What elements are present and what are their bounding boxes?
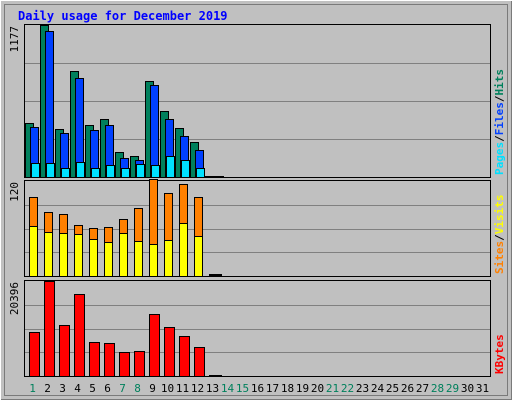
panel-kbytes: 20396 KBytes <box>8 280 506 377</box>
x-tick-label-day-25: 25 <box>386 382 399 395</box>
bar-kbytes-day-7 <box>119 352 130 377</box>
legend-files: Files <box>493 102 506 135</box>
bar-pages-day-13 <box>211 176 224 178</box>
bar-kbytes-day-11 <box>179 336 190 377</box>
x-tick-label-day-26: 26 <box>401 382 414 395</box>
chart-panels: 1177Pages/Files/Hits120Sites/Visits20396… <box>8 24 506 377</box>
legend-visits: Visits <box>493 195 506 235</box>
bar-pages-day-10 <box>166 156 175 178</box>
bar-kbytes-day-13 <box>209 375 222 377</box>
x-tick-label-day-27: 27 <box>416 382 429 395</box>
legend-separator: / <box>493 234 506 241</box>
x-tick-label-day-14: 14 <box>221 382 235 395</box>
bar-kbytes-day-5 <box>89 342 100 377</box>
bar-pages-day-8 <box>136 164 145 178</box>
bar-visits-day-11 <box>179 223 188 277</box>
panel-sites-visits: 120 Sites/Visits <box>8 179 506 277</box>
x-tick-label-day-30: 30 <box>461 382 474 395</box>
x-tick-label-day-29: 29 <box>446 382 459 395</box>
x-tick-label-day-19: 19 <box>296 382 309 395</box>
bar-kbytes-day-4 <box>74 294 85 377</box>
bar-visits-day-10 <box>164 240 173 277</box>
bar-kbytes-day-6 <box>104 343 115 377</box>
frame-inner <box>4 4 508 396</box>
y-max-label: 20396 <box>8 282 21 315</box>
x-tick-label-day-4: 4 <box>74 382 81 395</box>
bar-pages-day-4 <box>76 162 85 178</box>
legend-hits: Hits <box>493 69 506 96</box>
bar-kbytes-day-3 <box>59 325 70 377</box>
x-tick-label-day-15: 15 <box>236 382 249 395</box>
x-tick-label-day-12: 12 <box>191 382 204 395</box>
legend: Pages/Files/Hits <box>493 69 506 175</box>
x-tick-label-day-1: 1 <box>29 382 36 395</box>
y-max-label: 120 <box>8 182 21 202</box>
bar-pages-day-11 <box>181 160 190 178</box>
x-tick-label-day-23: 23 <box>356 382 369 395</box>
bar-pages-day-2 <box>46 163 55 178</box>
bar-kbytes-day-1 <box>29 332 40 377</box>
bar-visits-day-7 <box>119 233 128 277</box>
x-tick-label-day-11: 11 <box>176 382 189 395</box>
x-tick-label-day-21: 21 <box>326 382 339 395</box>
bar-pages-day-5 <box>91 168 100 178</box>
bar-pages-day-3 <box>61 168 70 178</box>
x-tick-label-day-17: 17 <box>266 382 279 395</box>
legend-kbytes: KBytes <box>493 334 506 374</box>
bar-visits-day-13 <box>209 275 222 277</box>
x-tick-label-day-20: 20 <box>311 382 324 395</box>
x-tick-label-day-28: 28 <box>431 382 444 395</box>
bar-visits-day-8 <box>134 241 143 277</box>
bar-visits-day-1 <box>29 226 38 277</box>
x-tick-label-day-3: 3 <box>59 382 66 395</box>
bar-pages-day-12 <box>196 168 205 178</box>
x-tick-label-day-9: 9 <box>149 382 156 395</box>
x-tick-label-day-8: 8 <box>134 382 141 395</box>
x-tick-label-day-6: 6 <box>104 382 111 395</box>
bar-visits-day-6 <box>104 242 113 277</box>
bar-kbytes-day-9 <box>149 314 160 377</box>
legend-separator: / <box>493 95 506 102</box>
x-tick-label-day-13: 13 <box>206 382 219 395</box>
x-tick-label-day-24: 24 <box>371 382 385 395</box>
legend: Sites/Visits <box>493 195 506 275</box>
bar-kbytes-day-10 <box>164 327 175 377</box>
plot-area <box>24 280 491 377</box>
x-tick-label-day-2: 2 <box>44 382 51 395</box>
x-tick-label-day-7: 7 <box>119 382 126 395</box>
y-max-label: 1177 <box>8 26 21 53</box>
bar-visits-day-9 <box>149 244 158 277</box>
bar-visits-day-3 <box>59 233 68 277</box>
x-axis-day-labels: 1 2 3 4 5 6 7 8 9 10 11 12 13 14 15 16 17 18 19 20 21 22 23 24 2… <box>29 382 489 395</box>
bar-visits-day-4 <box>74 234 83 277</box>
legend-sites: Sites <box>493 241 506 274</box>
x-tick-label-day-10: 10 <box>161 382 174 395</box>
bar-pages-day-7 <box>121 168 130 178</box>
bar-pages-day-9 <box>151 165 160 178</box>
bar-files-day-2 <box>45 31 54 178</box>
x-tick-label-day-22: 22 <box>341 382 354 395</box>
bar-pages-day-1 <box>31 163 40 178</box>
x-tick-label-day-18: 18 <box>281 382 294 395</box>
bar-pages-day-6 <box>106 165 115 178</box>
plot-area <box>24 180 491 277</box>
legend-separator: / <box>493 135 506 142</box>
x-tick-label-day-16: 16 <box>251 382 264 395</box>
bar-files-day-9 <box>150 85 159 178</box>
bar-kbytes-day-12 <box>194 347 205 377</box>
x-tick-label-day-31: 31 <box>476 382 489 395</box>
bar-visits-day-12 <box>194 236 203 277</box>
bar-visits-day-2 <box>44 232 53 277</box>
bar-kbytes-day-8 <box>134 351 145 377</box>
legend: KBytes <box>493 334 506 374</box>
legend-pages: Pages <box>493 142 506 175</box>
chart-title: Daily usage for December 2019 <box>18 9 228 23</box>
bar-visits-day-5 <box>89 239 98 277</box>
bar-kbytes-day-2 <box>44 281 55 377</box>
x-tick-label-day-5: 5 <box>89 382 96 395</box>
